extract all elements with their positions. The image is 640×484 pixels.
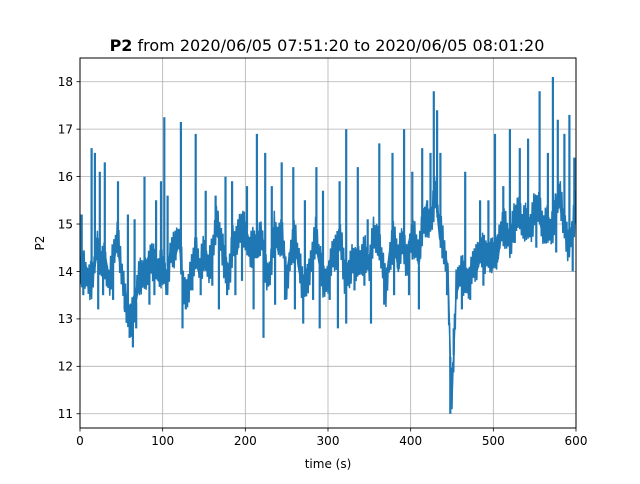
axis-ticks: 0 100 200 300 400 500 600 11 12 13 14 15 16 17 18 (58, 75, 588, 448)
chart-title: P2 from 2020/06/05 07:51:20 to 2020/06/0… (110, 36, 545, 55)
y-tick-label: 15 (58, 217, 73, 231)
y-tick-label: 14 (58, 265, 73, 279)
y-tick-label: 16 (58, 170, 73, 184)
x-tick-label: 600 (565, 434, 588, 448)
x-tick-label: 0 (76, 434, 84, 448)
series-noise (80, 176, 576, 410)
y-tick-label: 18 (58, 75, 73, 89)
y-tick-label: 17 (58, 122, 73, 136)
y-tick-label: 12 (58, 360, 73, 374)
x-tick-label: 300 (317, 434, 340, 448)
y-axis-label: P2 (33, 236, 47, 251)
x-tick-label: 100 (151, 434, 174, 448)
x-tick-label: 200 (234, 434, 257, 448)
chart-title-rest: from 2020/06/05 07:51:20 to 2020/06/05 0… (132, 36, 544, 55)
x-tick-label: 500 (482, 434, 505, 448)
y-tick-label: 11 (58, 407, 73, 421)
series-group (80, 77, 576, 414)
x-axis-label: time (s) (305, 457, 352, 471)
chart-title-bold: P2 (110, 36, 133, 55)
y-tick-label: 13 (58, 312, 73, 326)
x-tick-label: 400 (399, 434, 422, 448)
